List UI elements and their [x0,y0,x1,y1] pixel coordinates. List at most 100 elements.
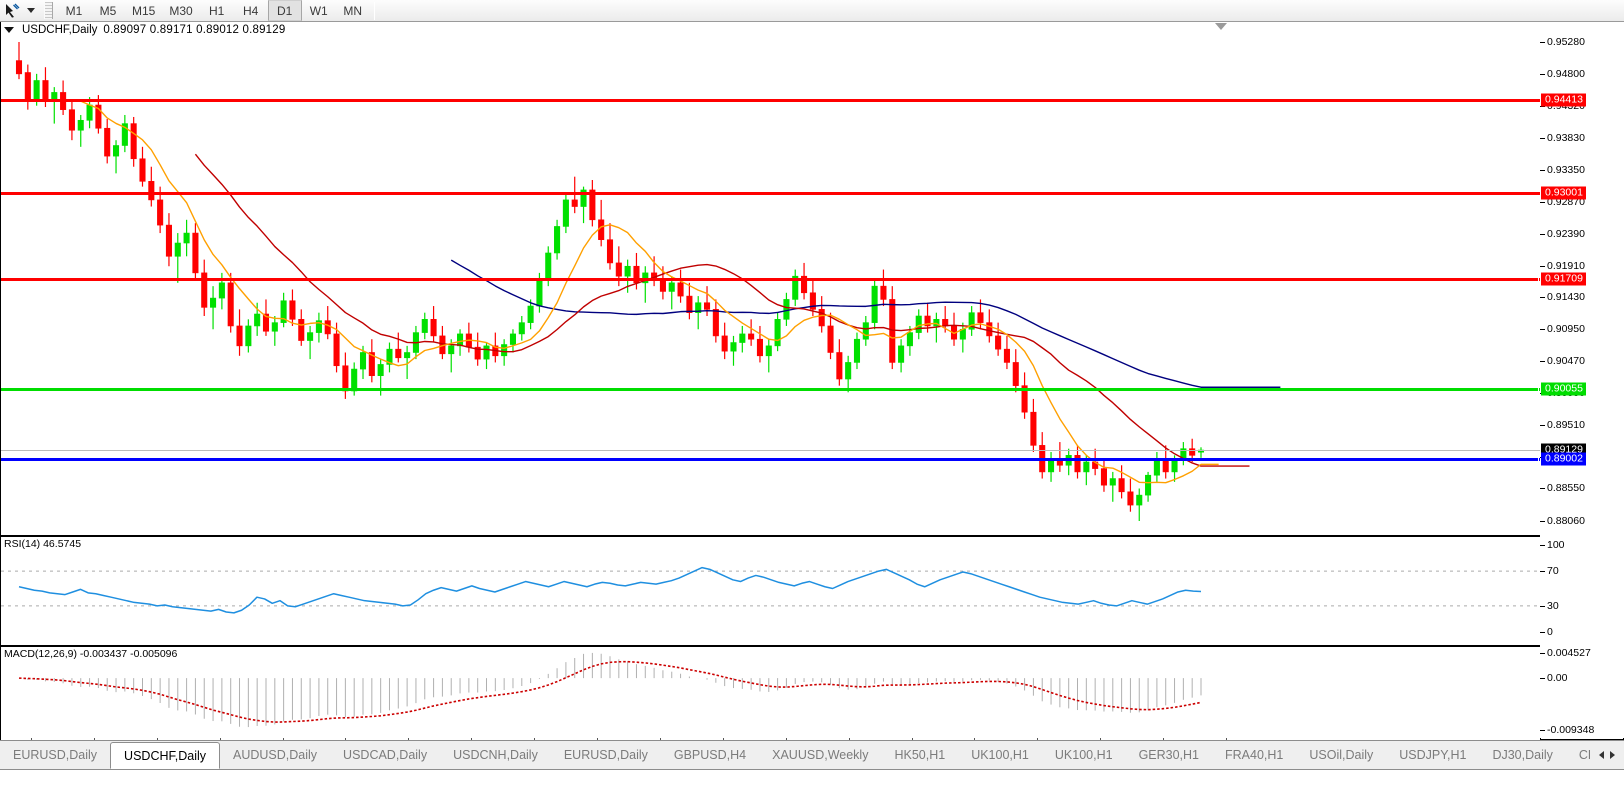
price-tick-label: 0.91910 [1547,259,1585,272]
price-tick [1540,424,1545,426]
timeframe-button-h1[interactable]: H1 [209,4,225,18]
level-line-resistance-3[interactable] [1,276,1540,282]
price-tick-label: 0.90470 [1547,355,1585,368]
price-tick-label: 0.94800 [1547,67,1585,80]
chart-tab-dj30-daily[interactable]: DJ30,Daily [1479,741,1566,769]
macd-tick [1540,730,1545,731]
chart-tab-usoil-daily[interactable]: USOil,Daily [1296,741,1387,769]
timeframe-button-m15[interactable]: M15 [132,4,156,18]
price-tick [1540,265,1545,267]
arrow-right-icon[interactable] [1610,751,1615,759]
timeframe-button-m30[interactable]: M30 [169,4,193,18]
time-tick [408,738,410,741]
chart-tab-eurusd-daily[interactable]: EURUSD,Daily [550,741,661,769]
time-tick [659,738,661,741]
chart-tab-uk100-h1[interactable]: UK100,H1 [958,741,1042,769]
tabbar-body [0,769,1624,794]
rsi-tick [1540,632,1545,633]
top-toolbar: M1 M5 M15 M30 H1 H4 D1 W1 MN [0,0,1624,22]
arrow-left-icon[interactable] [1599,751,1604,759]
time-tick [471,738,473,741]
toolbar-grip[interactable] [44,2,53,19]
time-tick [156,738,158,741]
chart-tab-usdjpy-h1[interactable]: USDJPY,H1 [1386,741,1480,769]
chart-symbol-label: USDCHF,Daily [22,24,98,36]
price-tick [1540,105,1545,107]
chart-header: USDCHF,Daily 0.89097 0.89171 0.89012 0.8… [1,22,285,38]
chart-tab-usdchf-daily[interactable]: USDCHF,Daily [110,742,220,769]
rsi-pane[interactable]: RSI(14) 46.5745 [1,535,1540,642]
time-tick [534,738,536,741]
rsi-tick-label: 0 [1547,626,1553,638]
level-line-last-price[interactable] [1,450,1540,452]
chart-tab-eurusd-daily[interactable]: EURUSD,Daily [0,741,111,769]
tab-scroll-controls[interactable] [1590,741,1624,769]
price-badge-support-2[interactable]: 0.89002 [1541,452,1586,465]
chart-tabs: EURUSD,Daily USDCHF,Daily AUDUSD,Daily USDC… [0,741,1624,769]
price-pane[interactable] [1,22,1540,533]
time-tick [1100,738,1102,741]
rsi-tick [1540,605,1545,607]
macd-tick-label: 0.004527 [1547,647,1591,659]
time-tick [219,738,221,741]
price-tick [1540,170,1545,172]
price-badge-resistance-1[interactable]: 0.94413 [1541,93,1586,107]
chart-tab-fra40-h1[interactable]: FRA40,H1 [1212,741,1297,769]
toolbar-separator [373,1,375,20]
price-tick [1540,73,1545,75]
price-tick-label: 0.88060 [1547,515,1585,527]
time-tick [1163,738,1165,741]
macd-tick-label: -0.009348 [1547,724,1595,736]
price-tick [1540,233,1545,235]
price-tick [1540,361,1545,363]
time-tick [722,738,724,741]
price-tick-label: 0.95280 [1547,36,1585,48]
chart-tab-usdcad-daily[interactable]: USDCAD,Daily [330,741,441,769]
price-tick-label: 0.91430 [1547,291,1585,304]
macd-tick-label: 0.00 [1547,672,1568,685]
chart-tab-uk100-h1[interactable]: UK100,H1 [1041,741,1126,769]
chart-tab-audusd-daily[interactable]: AUDUSD,Daily [220,741,331,769]
macd-tick [1540,678,1545,680]
price-badge-support-1[interactable]: 0.90055 [1541,382,1586,396]
chart-tab-ger30-h1[interactable]: GER30,H1 [1125,741,1213,769]
rsi-tick [1540,571,1545,573]
chart-tab-xauusd-weekly[interactable]: XAUUSD,Weekly [759,741,882,769]
level-anchor-handle[interactable] [1538,386,1540,392]
macd-tick [1540,653,1545,654]
level-line-support-1[interactable] [1,386,1540,392]
macd-pane[interactable]: MACD(12,26,9) -0.003437 -0.005096 [1,645,1540,738]
chart-tab-hk50-h1[interactable]: HK50,H1 [881,741,959,769]
price-tick [1540,521,1545,522]
timeframe-button-h4[interactable]: H4 [243,4,259,18]
price-axis[interactable]: 0.952800.948000.943200.938300.933500.928… [1540,22,1624,738]
rsi-tick-label: 70 [1547,565,1559,578]
chart-window[interactable]: USDCHF,Daily 0.89097 0.89171 0.89012 0.8… [0,22,1624,760]
crosshair-cursor-icon[interactable] [0,1,24,21]
chart-menu-caret-icon[interactable] [4,27,14,33]
chart-tab-gbpusd-h4[interactable]: GBPUSD,H4 [660,741,760,769]
timeframe-button-d1[interactable]: D1 [267,0,302,21]
time-tick [1226,738,1227,741]
timeframe-button-mn[interactable]: MN [343,4,363,18]
chevron-down-icon[interactable] [24,1,38,21]
rsi-tick-label: 30 [1547,599,1559,612]
time-tick [848,738,850,741]
level-anchor-handle[interactable] [1538,276,1540,282]
timeframe-button-m5[interactable]: M5 [99,4,117,18]
rsi-tick-label: 100 [1547,539,1565,551]
macd-plot [18,652,1202,728]
price-badge-resistance-2[interactable]: 0.93001 [1541,186,1586,200]
time-tick [282,738,284,741]
timeframe-button-m1[interactable]: M1 [65,4,83,18]
level-line-resistance-2[interactable] [1,192,1540,196]
chart-tab-usdcnh-daily[interactable]: USDCNH,Daily [440,741,551,769]
level-line-resistance-1[interactable] [1,98,1540,102]
level-anchor-handle[interactable] [1538,456,1540,462]
level-line-support-2[interactable] [1,456,1540,462]
price-tick-label: 0.90950 [1547,323,1585,336]
price-tick [1540,138,1545,140]
price-tick [1540,488,1545,490]
price-badge-resistance-3[interactable]: 0.91709 [1541,272,1586,286]
timeframe-button-w1[interactable]: W1 [309,4,328,18]
